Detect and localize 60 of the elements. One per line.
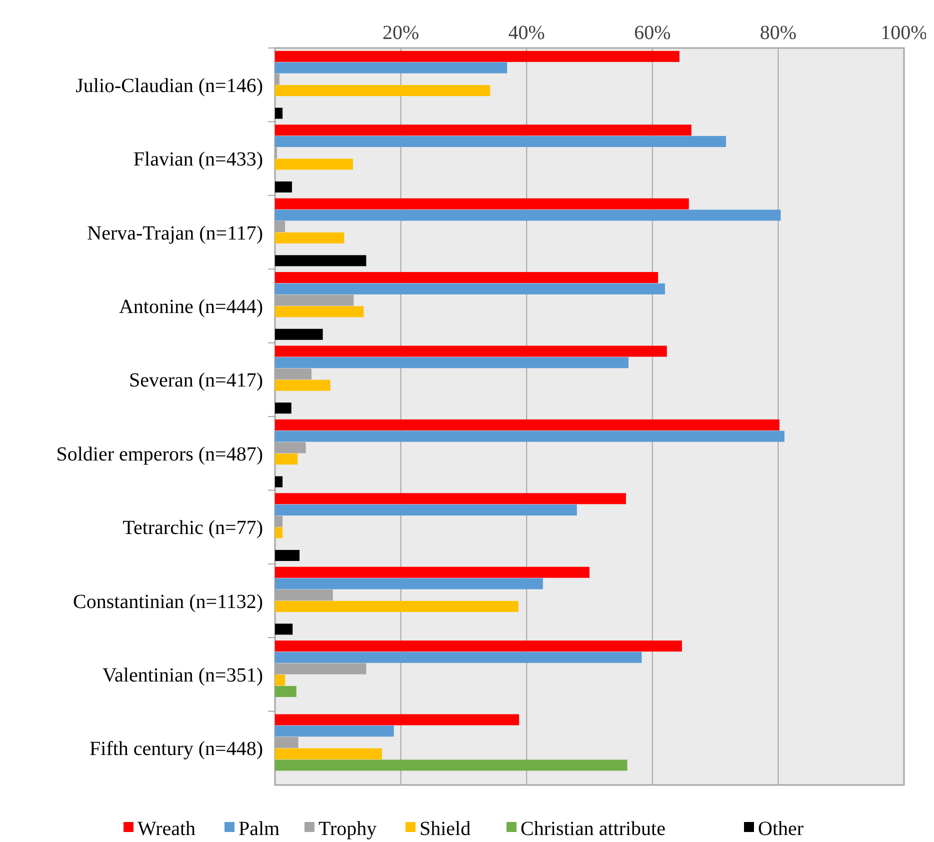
- bar: [275, 108, 283, 119]
- bar: [275, 566, 590, 578]
- x-tick-label: 60%: [634, 22, 671, 44]
- bar: [275, 493, 626, 504]
- bar: [275, 124, 692, 136]
- x-tick-label: 40%: [508, 22, 545, 44]
- bar: [275, 419, 780, 430]
- bar: [275, 430, 784, 442]
- bar: [275, 62, 508, 74]
- bar: [275, 380, 330, 391]
- bar: [275, 136, 726, 148]
- bar: [275, 527, 283, 538]
- bar: [275, 232, 344, 244]
- y-tick-label: Valentinian (n=351): [102, 664, 263, 686]
- legend-label: Christian attribute: [520, 818, 666, 840]
- bar: [275, 748, 382, 760]
- y-tick-label: Severan (n=417): [128, 370, 263, 392]
- y-tick-label: Fifth century (n=448): [90, 738, 263, 760]
- x-tick-label: 20%: [382, 22, 420, 44]
- bar: [275, 454, 298, 465]
- bar: [275, 760, 628, 771]
- legend-label: Shield: [420, 818, 471, 840]
- bar: [275, 714, 520, 726]
- bar: [275, 328, 323, 340]
- bar: [275, 640, 682, 652]
- legend-label: Palm: [238, 818, 280, 840]
- bar: [275, 210, 781, 221]
- y-tick-label: Nerva-Trajan (n=117): [87, 222, 263, 244]
- bar: [275, 158, 353, 170]
- y-tick-label: Constantinian (n=1132): [73, 590, 263, 613]
- legend-label: Wreath: [138, 818, 196, 840]
- bar: [275, 726, 394, 737]
- bar: [275, 198, 689, 210]
- bar: [275, 255, 366, 266]
- bar: [275, 686, 296, 698]
- legend-label: Other: [758, 818, 804, 840]
- bar: [275, 50, 680, 62]
- bar: [275, 402, 292, 414]
- bar: [275, 476, 283, 488]
- bar: [275, 624, 293, 635]
- bar: [275, 306, 364, 318]
- bar: [275, 85, 490, 96]
- legend-label: Trophy: [318, 818, 377, 840]
- bar: [275, 181, 292, 192]
- bar: [275, 346, 667, 357]
- y-tick-label: Flavian (n=433): [133, 148, 263, 171]
- x-tick-label: 80%: [760, 22, 797, 44]
- y-tick-label: Julio-Claudian (n=146): [76, 74, 263, 97]
- bar: [275, 652, 642, 663]
- bar: [275, 357, 628, 368]
- bar: [275, 272, 658, 284]
- bar: [275, 283, 665, 294]
- bar: [275, 674, 286, 686]
- y-tick-label: Tetrarchic (n=77): [122, 517, 263, 540]
- y-tick-label: Antonine (n=444): [118, 296, 263, 318]
- y-tick-label: Soldier emperors (n=487): [56, 443, 263, 466]
- bar: [275, 578, 543, 590]
- bar: [275, 550, 300, 561]
- bar: [275, 504, 577, 516]
- bar: [275, 600, 518, 612]
